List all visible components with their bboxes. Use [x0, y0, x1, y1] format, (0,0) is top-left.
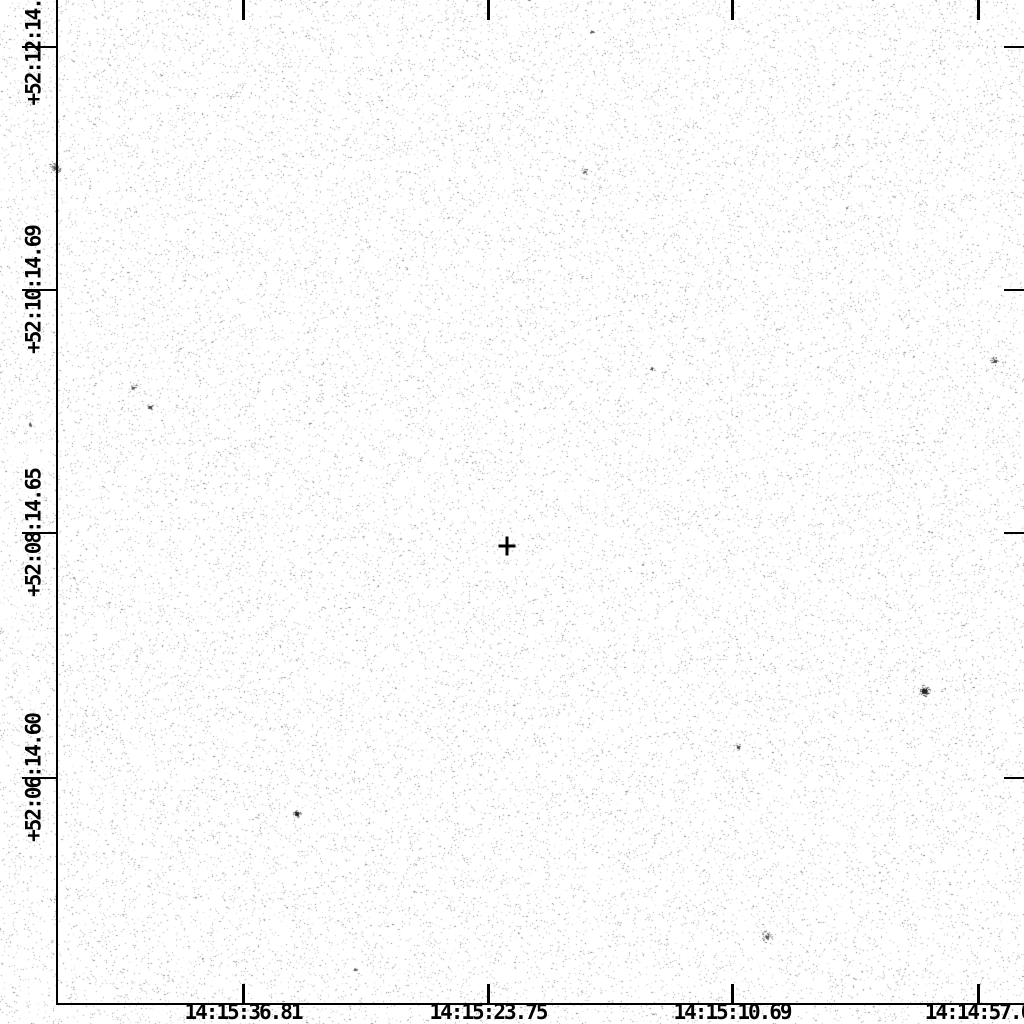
- dec-tick-label: +52:06:14.60: [21, 714, 46, 842]
- ra-tick-top: [242, 0, 245, 20]
- dec-tick-label: +52:08:14.65: [21, 469, 46, 597]
- ra-tick-bottom: [487, 984, 490, 1004]
- ra-tick-label: 14:15:10.69: [673, 1000, 792, 1024]
- ra-tick-label: 14:15:23.75: [429, 1000, 548, 1024]
- ra-tick-bottom: [242, 984, 245, 1004]
- ra-tick-bottom: [731, 984, 734, 1004]
- ra-tick-bottom: [977, 984, 980, 1004]
- dec-tick-left: [22, 46, 57, 48]
- ra-tick-top: [731, 0, 734, 20]
- dec-tick-right: [1004, 777, 1024, 779]
- ra-tick-label: 14:15:36.81: [184, 1000, 303, 1024]
- ra-tick-top: [977, 0, 980, 20]
- dec-tick-right: [1004, 46, 1024, 48]
- ra-axis-line: [56, 1003, 1024, 1005]
- dec-tick-left: [22, 289, 57, 291]
- dec-tick-left: [22, 532, 57, 534]
- ra-tick-top: [487, 0, 490, 20]
- crosshair-marker: [498, 536, 517, 556]
- dec-tick-right: [1004, 289, 1024, 291]
- dec-tick-label: +52:10:14.69: [21, 226, 46, 354]
- ra-tick-label: 14:14:57.6: [924, 1000, 1024, 1024]
- dec-axis-line: [56, 0, 58, 1005]
- crosshair-vertical-bar: [505, 536, 509, 556]
- dec-tick-left: [22, 777, 57, 779]
- dec-tick-right: [1004, 532, 1024, 534]
- dec-tick-label: +52:12:14.7: [21, 0, 46, 106]
